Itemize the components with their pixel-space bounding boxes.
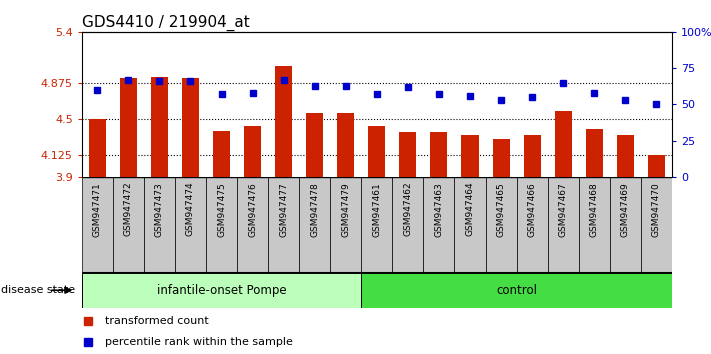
Bar — [392, 177, 424, 273]
Text: GSM947468: GSM947468 — [589, 182, 599, 236]
Text: disease state: disease state — [1, 285, 75, 295]
Text: GSM947464: GSM947464 — [466, 182, 474, 236]
Bar — [493, 139, 510, 177]
Text: GSM947467: GSM947467 — [559, 182, 567, 236]
Bar — [517, 177, 547, 273]
Bar — [330, 177, 361, 273]
Bar — [523, 135, 540, 177]
Text: transformed count: transformed count — [105, 316, 209, 326]
Text: GSM947462: GSM947462 — [403, 182, 412, 236]
Bar — [82, 273, 361, 308]
Text: GSM947471: GSM947471 — [93, 182, 102, 236]
Bar — [648, 155, 665, 177]
Bar — [237, 177, 268, 273]
Text: GSM947477: GSM947477 — [279, 182, 288, 236]
Text: GSM947473: GSM947473 — [155, 182, 164, 236]
Bar — [182, 78, 199, 177]
Bar — [82, 177, 113, 273]
Text: GSM947465: GSM947465 — [496, 182, 506, 236]
Text: GSM947469: GSM947469 — [621, 182, 630, 236]
Text: GSM947476: GSM947476 — [248, 182, 257, 236]
Bar — [616, 135, 634, 177]
Bar — [113, 177, 144, 273]
Bar — [151, 77, 168, 177]
Text: GSM947472: GSM947472 — [124, 182, 133, 236]
Bar — [213, 131, 230, 177]
Text: infantile-onset Pompe: infantile-onset Pompe — [156, 284, 287, 297]
Bar — [268, 177, 299, 273]
Bar — [555, 111, 572, 177]
Text: GSM947478: GSM947478 — [310, 182, 319, 236]
Bar — [306, 113, 324, 177]
Bar — [430, 132, 447, 177]
Bar — [244, 126, 261, 177]
Bar — [361, 177, 392, 273]
Text: GSM947479: GSM947479 — [341, 182, 351, 236]
Bar — [461, 135, 479, 177]
Bar — [206, 177, 237, 273]
Bar — [641, 177, 672, 273]
Text: control: control — [496, 284, 537, 297]
Bar — [579, 177, 610, 273]
Bar — [400, 132, 417, 177]
Bar — [486, 177, 517, 273]
Text: GSM947474: GSM947474 — [186, 182, 195, 236]
Text: percentile rank within the sample: percentile rank within the sample — [105, 337, 293, 348]
Text: GDS4410 / 219904_at: GDS4410 / 219904_at — [82, 14, 250, 30]
Text: GSM947475: GSM947475 — [217, 182, 226, 236]
Bar — [175, 177, 206, 273]
Text: GSM947461: GSM947461 — [373, 182, 381, 236]
Bar — [89, 119, 106, 177]
Bar — [120, 78, 137, 177]
Bar — [368, 126, 385, 177]
Bar — [144, 177, 175, 273]
Bar — [547, 177, 579, 273]
Bar — [424, 177, 454, 273]
Bar — [361, 273, 672, 308]
Bar — [337, 113, 354, 177]
Bar — [275, 66, 292, 177]
Text: GSM947463: GSM947463 — [434, 182, 444, 236]
Text: GSM947466: GSM947466 — [528, 182, 537, 236]
Bar — [586, 129, 603, 177]
Bar — [299, 177, 330, 273]
Text: GSM947470: GSM947470 — [652, 182, 661, 236]
Bar — [610, 177, 641, 273]
Bar — [454, 177, 486, 273]
